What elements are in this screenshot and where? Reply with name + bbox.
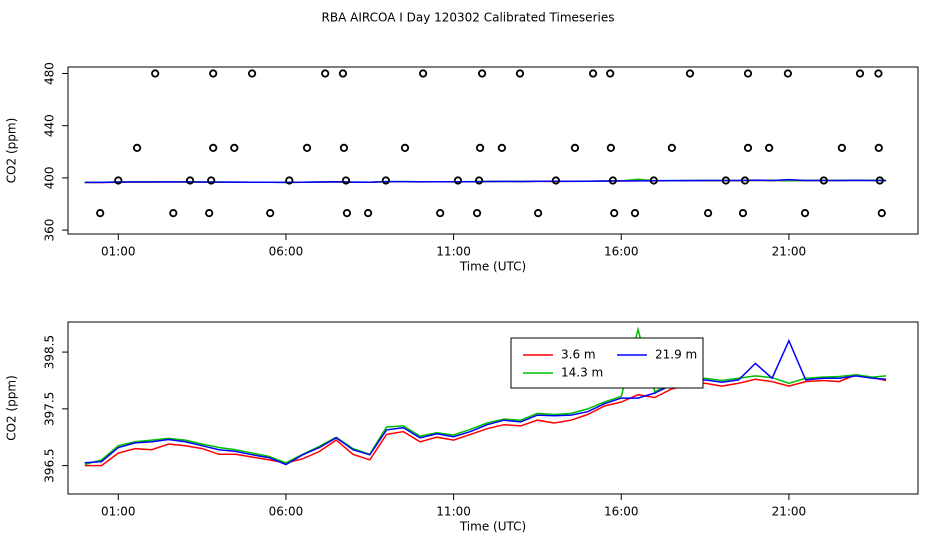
point <box>342 209 352 218</box>
x-tick-label: 11:00 <box>436 245 471 259</box>
legend-label: 21.9 m <box>655 348 697 362</box>
point <box>877 209 886 218</box>
point <box>453 176 463 185</box>
point <box>783 69 793 78</box>
series-line <box>84 374 887 467</box>
point <box>721 176 730 185</box>
point <box>649 176 658 185</box>
point <box>418 69 428 78</box>
point <box>855 69 865 78</box>
y-tick-label: 397.5 <box>43 392 57 426</box>
plot-frame <box>67 321 919 495</box>
plot-frame <box>67 66 919 235</box>
point <box>339 143 349 152</box>
point <box>472 209 482 218</box>
legend-label: 3.6 m <box>561 348 596 362</box>
point <box>151 69 160 78</box>
point <box>685 69 695 78</box>
point <box>875 176 884 185</box>
series-line <box>84 338 887 466</box>
y-tick-label: 396.5 <box>43 448 57 482</box>
point <box>874 69 883 78</box>
point <box>478 69 487 78</box>
point <box>570 143 580 152</box>
point <box>837 143 846 152</box>
point <box>114 176 123 185</box>
x-axis-label: Time (UTC) <box>459 260 526 274</box>
x-tick-label: 21:00 <box>772 505 807 519</box>
legend-label: 14.3 m <box>561 366 603 380</box>
point <box>606 143 615 152</box>
point <box>874 143 883 152</box>
point <box>132 143 142 152</box>
point <box>819 176 828 185</box>
x-tick-label: 16:00 <box>604 245 639 259</box>
point <box>341 176 351 185</box>
chart-title: RBA AIRCOA I Day 120302 Calibrated Times… <box>322 11 615 25</box>
point <box>765 143 774 152</box>
x-tick-label: 16:00 <box>604 505 639 519</box>
point <box>363 209 373 218</box>
x-tick-label: 06:00 <box>269 505 304 519</box>
point <box>800 209 810 218</box>
series-line <box>84 178 887 184</box>
x-tick-label: 06:00 <box>269 245 304 259</box>
point <box>205 209 214 218</box>
point <box>551 176 560 185</box>
point <box>285 176 294 185</box>
point <box>474 176 484 185</box>
point <box>667 143 676 152</box>
legend-box <box>510 337 704 389</box>
point <box>247 69 257 78</box>
x-tick-label: 01:00 <box>101 505 136 519</box>
x-tick-label: 21:00 <box>772 245 807 259</box>
point <box>436 209 445 218</box>
series-line <box>84 326 887 466</box>
point <box>740 176 750 185</box>
point <box>703 209 713 218</box>
point <box>381 176 390 185</box>
point <box>207 176 216 185</box>
x-axis-label: Time (UTC) <box>459 520 526 534</box>
point <box>230 143 239 152</box>
point <box>266 209 275 218</box>
point <box>743 69 753 78</box>
point <box>588 69 598 78</box>
point <box>209 69 218 78</box>
point <box>209 143 218 152</box>
point <box>515 69 525 78</box>
point <box>608 176 617 185</box>
y-tick-label: 360 <box>43 219 57 242</box>
x-tick-label: 11:00 <box>436 505 471 519</box>
point <box>302 143 312 152</box>
y-tick-label: 440 <box>43 114 57 137</box>
point <box>630 209 640 218</box>
point <box>169 209 178 218</box>
point <box>338 69 348 78</box>
point <box>96 209 105 218</box>
point <box>400 143 410 152</box>
y-axis-label: CO2 (ppm) <box>5 118 19 184</box>
y-axis-label: CO2 (ppm) <box>5 375 19 441</box>
point <box>743 143 753 152</box>
y-tick-label: 480 <box>43 62 57 85</box>
point <box>533 209 543 218</box>
point <box>738 209 748 218</box>
point <box>497 143 506 152</box>
point <box>185 176 195 185</box>
point <box>321 69 330 78</box>
point <box>606 69 615 78</box>
point <box>610 209 619 218</box>
y-tick-label: 400 <box>43 166 57 189</box>
y-tick-label: 398.5 <box>43 335 57 369</box>
x-tick-label: 01:00 <box>101 245 136 259</box>
point <box>475 143 485 152</box>
